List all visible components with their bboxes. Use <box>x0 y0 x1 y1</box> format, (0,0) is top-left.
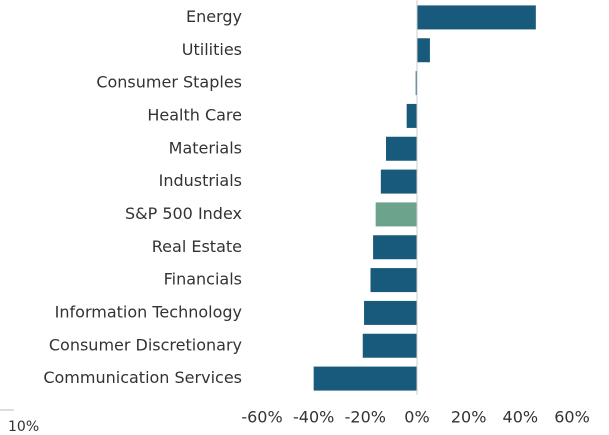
x-tick-label: -40% <box>293 408 334 427</box>
x-tick-label: 60% <box>554 408 590 427</box>
y-tick-label: Materials <box>169 138 242 157</box>
x-tick-label: 0% <box>404 408 429 427</box>
y-tick-label: Real Estate <box>152 237 242 256</box>
bar <box>380 169 417 194</box>
y-tick-label: Energy <box>186 7 242 26</box>
y-tick-label: Health Care <box>147 105 242 124</box>
bar <box>364 300 417 325</box>
bar <box>362 333 417 358</box>
bar <box>417 38 430 63</box>
bar <box>417 5 536 30</box>
y-tick-label: S&P 500 Index <box>125 204 242 223</box>
bar <box>386 136 417 161</box>
y-tick-label: Information Technology <box>55 302 242 321</box>
bar <box>373 235 417 260</box>
x-tick-label: 20% <box>451 408 487 427</box>
y-tick-label: Communication Services <box>43 368 242 387</box>
bar <box>370 268 417 293</box>
y-tick-label: Consumer Discretionary <box>49 335 242 354</box>
bar <box>313 366 417 391</box>
y-tick-label: Financials <box>164 270 242 289</box>
y-tick-label: Utilities <box>182 40 242 59</box>
bar <box>406 103 417 128</box>
y-tick-label: Industrials <box>159 171 242 190</box>
y-tick-label: Consumer Staples <box>96 73 242 92</box>
corner-label: 10% <box>8 419 39 435</box>
bar <box>415 71 417 96</box>
x-tick-label: 40% <box>503 408 539 427</box>
bar <box>375 202 417 227</box>
x-tick-label: -20% <box>345 408 386 427</box>
x-tick-label: -60% <box>241 408 282 427</box>
